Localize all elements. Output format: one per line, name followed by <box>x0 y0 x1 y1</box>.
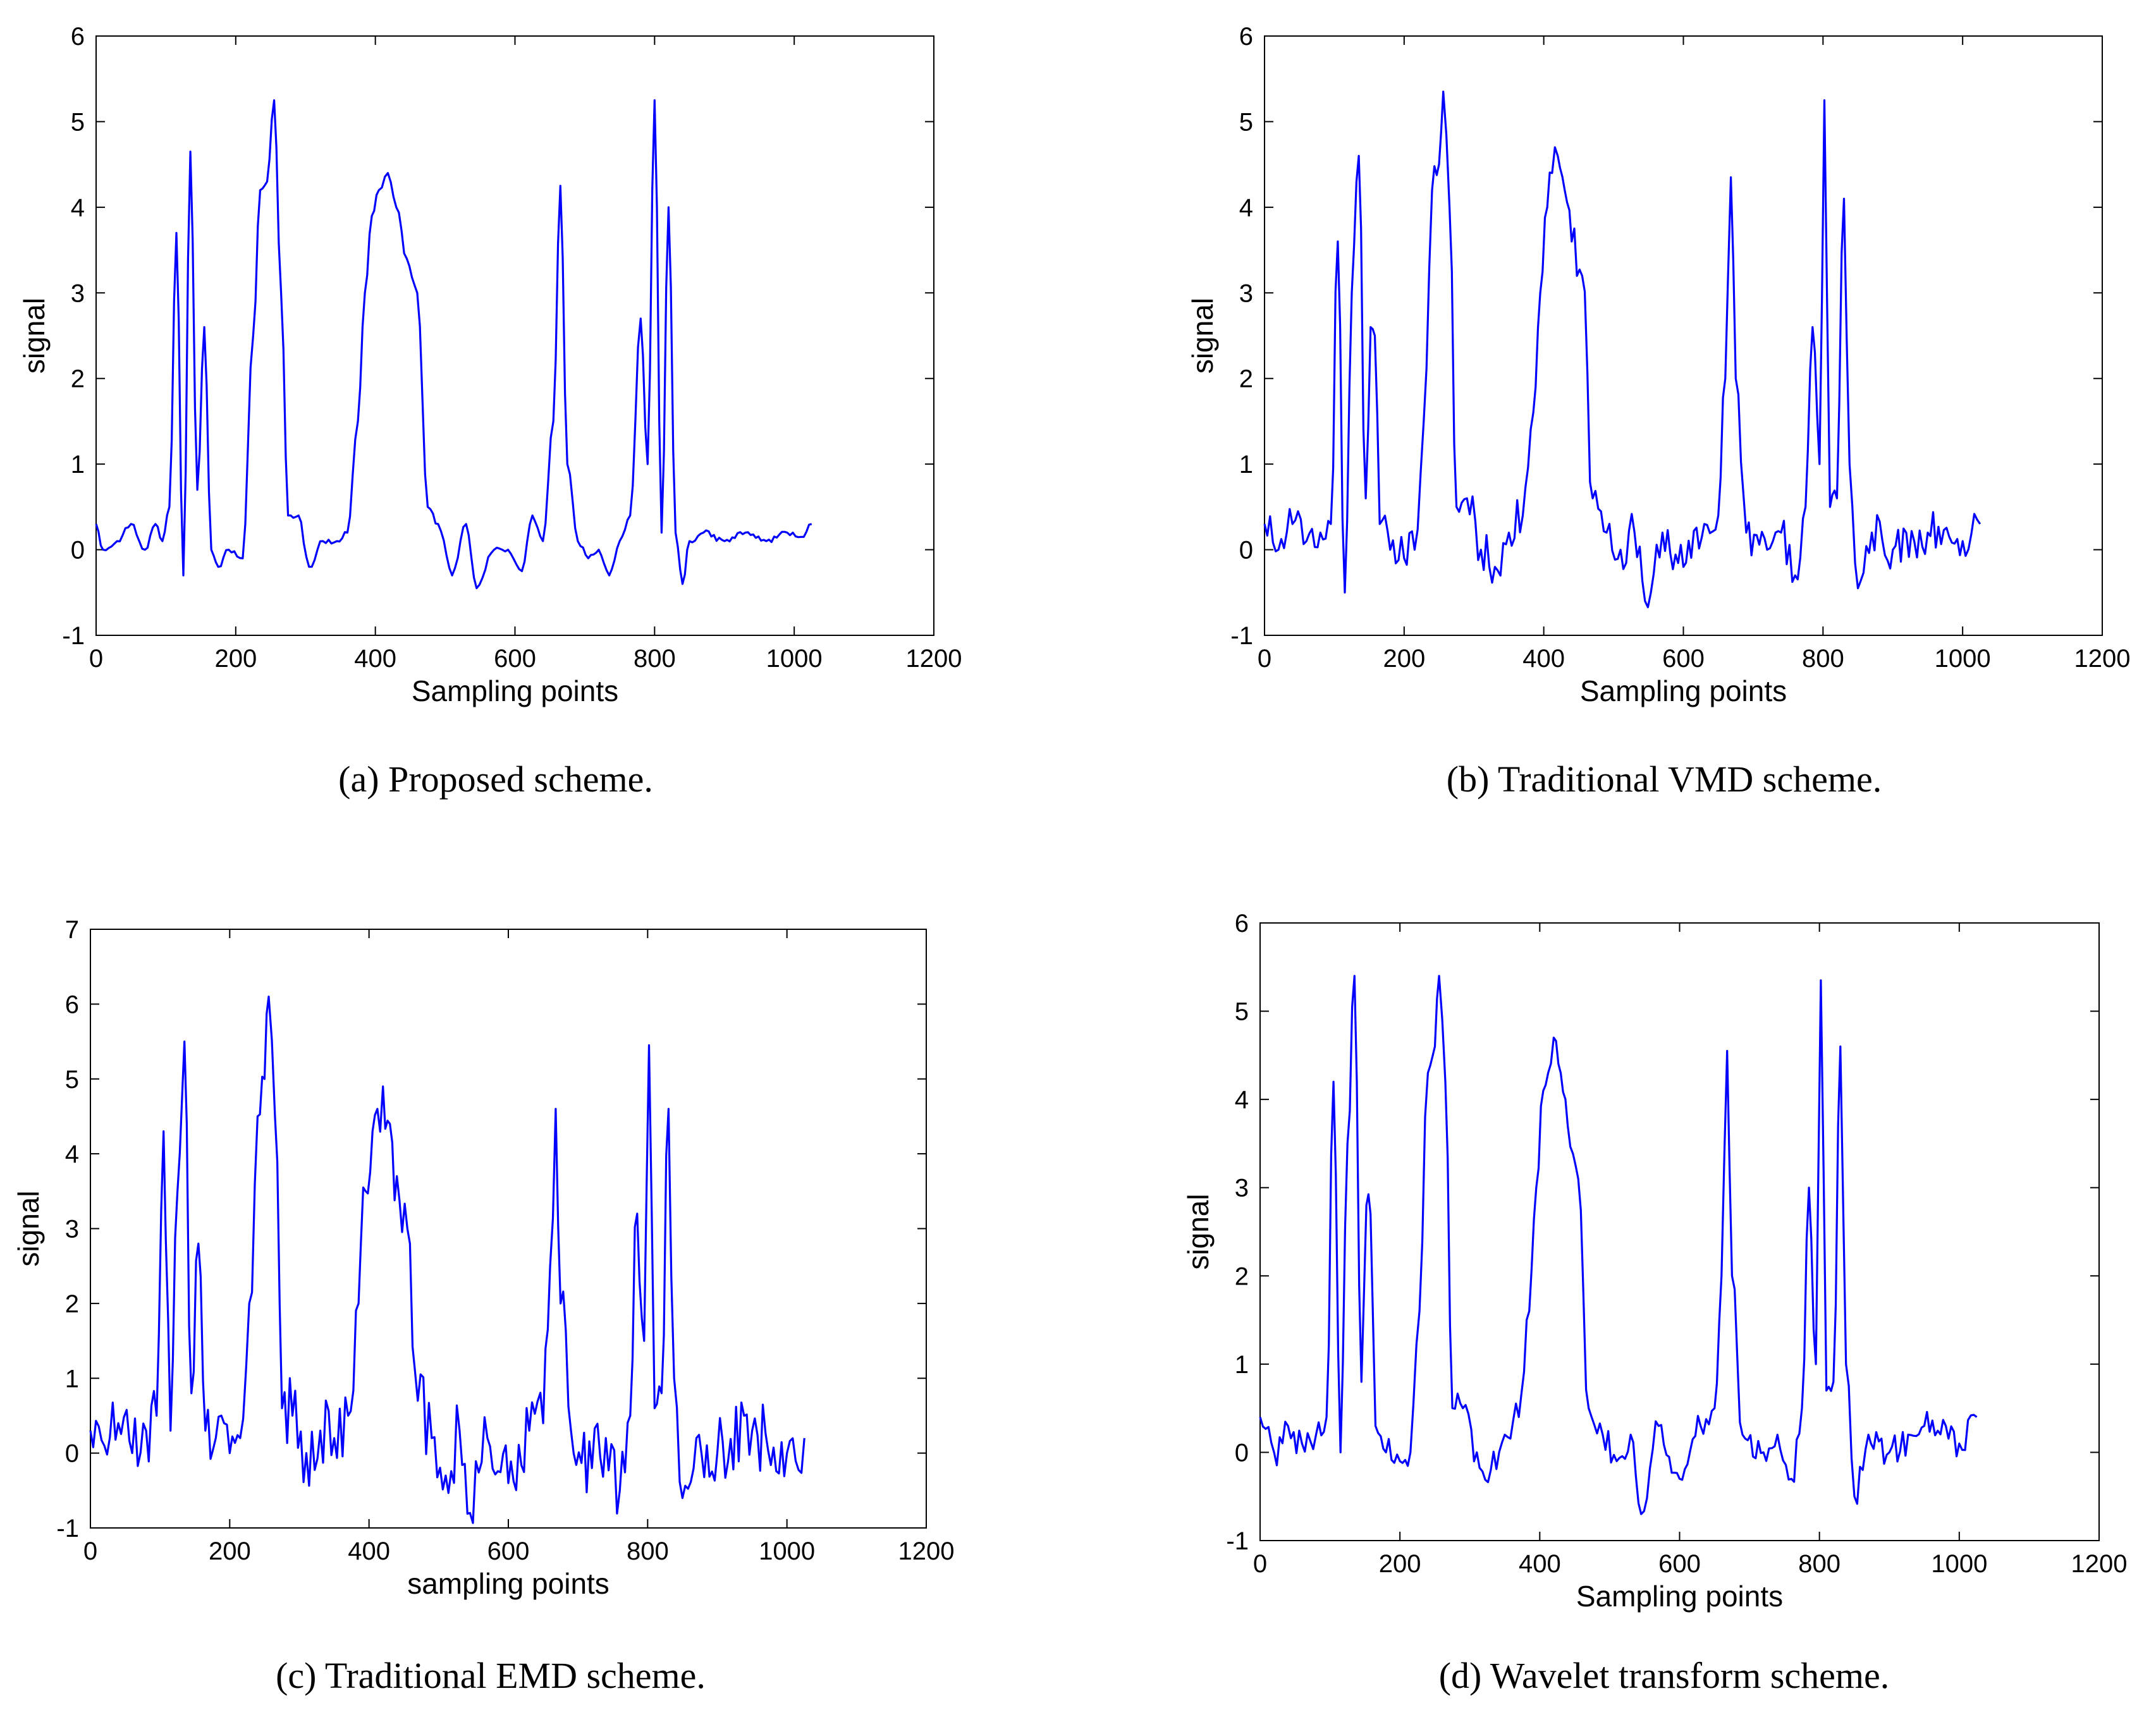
x-tick-label: 400 <box>1519 1550 1561 1578</box>
y-tick-label: 6 <box>71 23 85 51</box>
y-tick-label: 1 <box>65 1365 79 1393</box>
x-tick-label: 1000 <box>759 1537 815 1565</box>
y-tick-label: 5 <box>71 108 85 136</box>
x-tick-label: 200 <box>1383 645 1425 673</box>
x-tick-label: 600 <box>1662 645 1705 673</box>
x-tick-label: 1200 <box>2074 645 2131 673</box>
x-tick-label: 800 <box>634 645 676 673</box>
panel-caption: (b) Traditional VMD scheme. <box>1447 759 1882 800</box>
x-axis-label: Sampling points <box>1580 675 1787 707</box>
x-tick-label: 200 <box>214 645 257 673</box>
x-tick-label: 400 <box>354 645 396 673</box>
y-tick-label: 4 <box>1239 194 1253 222</box>
y-tick-label: 4 <box>71 194 85 222</box>
panel-caption: (d) Wavelet transform scheme. <box>1439 1655 1890 1696</box>
x-tick-label: 1000 <box>1931 1550 1987 1578</box>
y-tick-label: -1 <box>1226 1527 1249 1555</box>
y-tick-label: -1 <box>62 622 85 650</box>
y-tick-label: 1 <box>71 451 85 479</box>
x-tick-label: 0 <box>89 645 103 673</box>
y-tick-label: 3 <box>1235 1175 1249 1202</box>
x-tick-label: 400 <box>1522 645 1565 673</box>
x-tick-label: 800 <box>1798 1550 1841 1578</box>
y-tick-label: 3 <box>65 1216 79 1243</box>
y-tick-label: 2 <box>71 365 85 393</box>
y-tick-label: 3 <box>71 279 85 307</box>
signal-line <box>89 995 805 1524</box>
y-tick-label: 0 <box>1239 537 1253 565</box>
y-tick-label: 6 <box>1235 910 1249 937</box>
chart-panel-c: 0 200 400 600 800 1000 1200-101234567sampling … <box>12 916 954 1696</box>
x-tick-label: 600 <box>487 1537 530 1565</box>
y-tick-label: 3 <box>1239 279 1253 307</box>
x-tick-label: 600 <box>1658 1550 1701 1578</box>
x-tick-label: 200 <box>209 1537 251 1565</box>
y-tick-label: 0 <box>65 1440 79 1468</box>
signal-line <box>1259 975 1978 1515</box>
y-axis-label: signal <box>1186 298 1219 374</box>
y-tick-label: 2 <box>65 1290 79 1318</box>
y-tick-label: 2 <box>1239 365 1253 393</box>
x-tick-label: 1200 <box>2071 1550 2128 1578</box>
signal-line <box>95 99 812 590</box>
y-tick-label: 2 <box>1235 1262 1249 1290</box>
y-tick-label: 1 <box>1239 451 1253 479</box>
y-tick-label: 6 <box>65 991 79 1018</box>
y-tick-label: 7 <box>65 916 79 944</box>
x-tick-label: 0 <box>1258 645 1271 673</box>
x-tick-label: 1000 <box>766 645 823 673</box>
x-tick-label: 0 <box>83 1537 97 1565</box>
y-axis-label: signal <box>18 298 51 374</box>
panel-caption: (a) Proposed scheme. <box>338 759 653 800</box>
x-tick-label: 1200 <box>906 645 962 673</box>
y-tick-label: 5 <box>65 1066 79 1094</box>
y-axis-label: signal <box>12 1190 45 1266</box>
y-tick-label: 5 <box>1235 998 1249 1026</box>
y-tick-label: 1 <box>1235 1351 1249 1379</box>
x-tick-label: 1200 <box>898 1537 955 1565</box>
y-axis-label: signal <box>1182 1194 1215 1269</box>
x-tick-label: 0 <box>1253 1550 1267 1578</box>
x-axis-label: Sampling points <box>412 675 618 707</box>
y-tick-label: 6 <box>1239 23 1253 51</box>
plot-frame <box>95 35 934 636</box>
x-tick-label: 800 <box>627 1537 669 1565</box>
y-tick-label: 4 <box>1235 1086 1249 1114</box>
x-axis-label: sampling points <box>407 1567 609 1600</box>
x-tick-label: 200 <box>1379 1550 1421 1578</box>
panel-caption: (c) Traditional EMD scheme. <box>276 1655 706 1696</box>
x-axis-label: Sampling points <box>1576 1580 1783 1613</box>
signal-line <box>1263 90 1981 609</box>
x-tick-label: 400 <box>348 1537 390 1565</box>
y-tick-label: -1 <box>56 1515 79 1542</box>
x-tick-label: 800 <box>1802 645 1844 673</box>
y-tick-label: 5 <box>1239 108 1253 136</box>
x-tick-label: 1000 <box>1935 645 1991 673</box>
y-tick-label: 4 <box>65 1140 79 1168</box>
y-tick-label: 0 <box>71 537 85 565</box>
y-tick-label: 0 <box>1235 1439 1249 1467</box>
x-tick-label: 600 <box>494 645 536 673</box>
y-tick-label: -1 <box>1230 622 1253 650</box>
